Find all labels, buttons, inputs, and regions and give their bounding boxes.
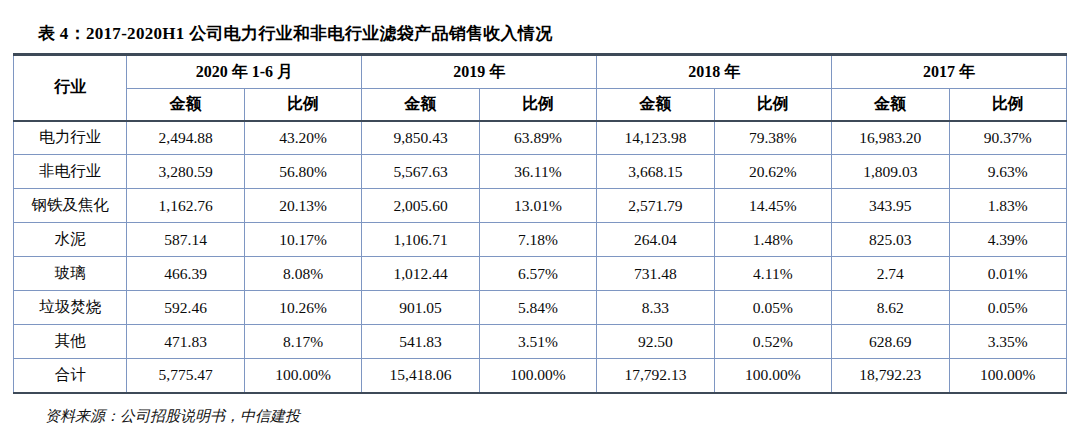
industry-label: 电力行业 [14, 121, 127, 155]
industry-label: 其他 [14, 325, 127, 359]
cell-amount: 264.04 [597, 223, 714, 257]
cell-amount: 18,792.23 [832, 359, 949, 393]
cell-amount: 1,162.76 [127, 189, 244, 223]
industry-label: 非电行业 [14, 155, 127, 189]
cell-ratio: 0.52% [714, 325, 831, 359]
cell-ratio: 100.00% [714, 359, 831, 393]
table-row: 其他 471.83 8.17% 541.83 3.51% 92.50 0.52%… [14, 325, 1067, 359]
cell-ratio: 100.00% [949, 359, 1067, 393]
cell-ratio: 90.37% [949, 121, 1067, 155]
cell-amount: 5,567.63 [362, 155, 479, 189]
subheader-ratio: 比例 [714, 89, 831, 121]
cell-amount: 5,775.47 [127, 359, 244, 393]
sales-revenue-table: 行业 2020 年 1-6 月 2019 年 2018 年 2017 年 金额 … [13, 53, 1067, 394]
cell-ratio: 10.17% [244, 223, 361, 257]
cell-ratio: 1.83% [949, 189, 1067, 223]
subheader-ratio: 比例 [479, 89, 596, 121]
subheader-amount: 金额 [832, 89, 949, 121]
cell-ratio: 4.11% [714, 257, 831, 291]
cell-amount: 825.03 [832, 223, 949, 257]
table-row: 垃圾焚烧 592.46 10.26% 901.05 5.84% 8.33 0.0… [14, 291, 1067, 325]
industry-label: 合计 [14, 359, 127, 393]
cell-ratio: 8.08% [244, 257, 361, 291]
table-row: 电力行业 2,494.88 43.20% 9,850.43 63.89% 14,… [14, 121, 1067, 155]
cell-amount: 14,123.98 [597, 121, 714, 155]
source-note: 资料来源：公司招股说明书，中信建投 [45, 407, 1080, 426]
cell-ratio: 0.05% [714, 291, 831, 325]
cell-ratio: 20.62% [714, 155, 831, 189]
column-header-2017: 2017 年 [832, 55, 1067, 89]
cell-amount: 2,005.60 [362, 189, 479, 223]
cell-ratio: 8.17% [244, 325, 361, 359]
cell-amount: 9,850.43 [362, 121, 479, 155]
table-row: 玻璃 466.39 8.08% 1,012.44 6.57% 731.48 4.… [14, 257, 1067, 291]
column-header-industry: 行业 [14, 55, 127, 121]
cell-amount: 16,983.20 [832, 121, 949, 155]
cell-ratio: 4.39% [949, 223, 1067, 257]
cell-amount: 17,792.13 [597, 359, 714, 393]
cell-ratio: 63.89% [479, 121, 596, 155]
cell-amount: 92.50 [597, 325, 714, 359]
cell-ratio: 3.51% [479, 325, 596, 359]
cell-amount: 3,668.15 [597, 155, 714, 189]
cell-amount: 1,809.03 [832, 155, 949, 189]
industry-label: 垃圾焚烧 [14, 291, 127, 325]
cell-ratio: 6.57% [479, 257, 596, 291]
cell-ratio: 79.38% [714, 121, 831, 155]
cell-ratio: 13.01% [479, 189, 596, 223]
table-row: 非电行业 3,280.59 56.80% 5,567.63 36.11% 3,6… [14, 155, 1067, 189]
subheader-ratio: 比例 [244, 89, 361, 121]
cell-amount: 901.05 [362, 291, 479, 325]
cell-ratio: 20.13% [244, 189, 361, 223]
table-row-total: 合计 5,775.47 100.00% 15,418.06 100.00% 17… [14, 359, 1067, 393]
cell-amount: 2,571.79 [597, 189, 714, 223]
cell-ratio: 0.05% [949, 291, 1067, 325]
cell-amount: 8.33 [597, 291, 714, 325]
cell-ratio: 10.26% [244, 291, 361, 325]
cell-amount: 1,106.71 [362, 223, 479, 257]
cell-ratio: 36.11% [479, 155, 596, 189]
cell-ratio: 5.84% [479, 291, 596, 325]
cell-ratio: 56.80% [244, 155, 361, 189]
column-header-2020h1: 2020 年 1-6 月 [127, 55, 362, 89]
cell-ratio: 7.18% [479, 223, 596, 257]
cell-ratio: 0.01% [949, 257, 1067, 291]
cell-ratio: 43.20% [244, 121, 361, 155]
column-header-2018: 2018 年 [597, 55, 832, 89]
cell-ratio: 3.35% [949, 325, 1067, 359]
cell-amount: 628.69 [832, 325, 949, 359]
subheader-ratio: 比例 [949, 89, 1067, 121]
table-row: 水泥 587.14 10.17% 1,106.71 7.18% 264.04 1… [14, 223, 1067, 257]
industry-label: 水泥 [14, 223, 127, 257]
subheader-amount: 金额 [127, 89, 244, 121]
cell-amount: 8.62 [832, 291, 949, 325]
cell-amount: 2.74 [832, 257, 949, 291]
cell-ratio: 100.00% [244, 359, 361, 393]
cell-amount: 15,418.06 [362, 359, 479, 393]
page-title: 表 4：2017-2020H1 公司电力行业和非电行业滤袋产品销售收入情况 [38, 22, 1080, 45]
cell-ratio: 1.48% [714, 223, 831, 257]
report-page: 表 4：2017-2020H1 公司电力行业和非电行业滤袋产品销售收入情况 行业… [0, 22, 1080, 442]
cell-amount: 731.48 [597, 257, 714, 291]
cell-amount: 1,012.44 [362, 257, 479, 291]
subheader-amount: 金额 [362, 89, 479, 121]
table-header-year-row: 行业 2020 年 1-6 月 2019 年 2018 年 2017 年 [14, 55, 1067, 89]
industry-label: 钢铁及焦化 [14, 189, 127, 223]
cell-ratio: 9.63% [949, 155, 1067, 189]
cell-amount: 471.83 [127, 325, 244, 359]
cell-amount: 466.39 [127, 257, 244, 291]
subheader-amount: 金额 [597, 89, 714, 121]
cell-ratio: 100.00% [479, 359, 596, 393]
cell-amount: 2,494.88 [127, 121, 244, 155]
cell-amount: 587.14 [127, 223, 244, 257]
cell-amount: 343.95 [832, 189, 949, 223]
cell-amount: 3,280.59 [127, 155, 244, 189]
column-header-2019: 2019 年 [362, 55, 597, 89]
cell-amount: 592.46 [127, 291, 244, 325]
table-header-sub-row: 金额 比例 金额 比例 金额 比例 金额 比例 [14, 89, 1067, 121]
cell-ratio: 14.45% [714, 189, 831, 223]
cell-amount: 541.83 [362, 325, 479, 359]
table-row: 钢铁及焦化 1,162.76 20.13% 2,005.60 13.01% 2,… [14, 189, 1067, 223]
industry-label: 玻璃 [14, 257, 127, 291]
